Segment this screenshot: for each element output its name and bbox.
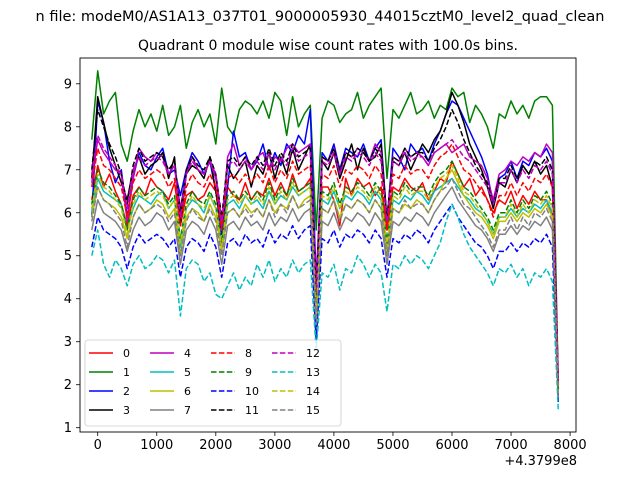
legend-label-4: 4 bbox=[184, 347, 191, 360]
series-line-11 bbox=[91, 108, 560, 381]
y-tick-label: 2 bbox=[64, 378, 72, 393]
legend-label-5: 5 bbox=[184, 366, 191, 379]
x-tick-label: 5000 bbox=[376, 438, 409, 453]
series-line-14 bbox=[91, 164, 560, 394]
legend-label-0: 0 bbox=[123, 347, 130, 360]
y-tick-label: 6 bbox=[64, 206, 72, 221]
x-tick-label: 6000 bbox=[435, 438, 468, 453]
legend-label-14: 14 bbox=[306, 385, 320, 398]
legend-label-11: 11 bbox=[245, 404, 259, 417]
y-tick-label: 3 bbox=[64, 335, 72, 350]
legend-label-3: 3 bbox=[123, 404, 130, 417]
series-line-12 bbox=[91, 134, 560, 381]
axes-frame bbox=[79, 57, 577, 433]
legend-label-7: 7 bbox=[184, 404, 191, 417]
series-line-8 bbox=[91, 143, 560, 385]
legend-label-9: 9 bbox=[245, 366, 252, 379]
legend-label-10: 10 bbox=[245, 385, 259, 398]
legend-label-12: 12 bbox=[306, 347, 320, 360]
x-tick-label: 0 bbox=[94, 438, 102, 453]
series-line-9 bbox=[91, 160, 560, 390]
legend-label-15: 15 bbox=[306, 404, 320, 417]
y-tick-label: 9 bbox=[64, 77, 72, 92]
legend-label-8: 8 bbox=[245, 347, 252, 360]
legend-frame bbox=[84, 339, 342, 427]
x-tick-label: 3000 bbox=[258, 438, 291, 453]
x-tick-label: 7000 bbox=[495, 438, 528, 453]
x-tick-label: 8000 bbox=[554, 438, 587, 453]
plot-area bbox=[91, 70, 560, 411]
series-line-0 bbox=[91, 160, 560, 390]
series-line-10 bbox=[91, 203, 560, 402]
y-tick-label: 1 bbox=[64, 421, 72, 436]
y-tick-label: 7 bbox=[64, 163, 72, 178]
x-tick-label: 4000 bbox=[317, 438, 350, 453]
series-line-1 bbox=[91, 70, 560, 385]
y-tick-label: 5 bbox=[64, 249, 72, 264]
x-offset-label: +4.3799e8 bbox=[504, 454, 577, 469]
x-tick-label: 2000 bbox=[199, 438, 232, 453]
x-axis: 0 1000 2000 3000 4000 5000 6000 7000 8000 bbox=[94, 432, 587, 453]
x-tick-label: 1000 bbox=[140, 438, 173, 453]
series-line-13 bbox=[91, 203, 560, 411]
legend-label-2: 2 bbox=[123, 385, 130, 398]
y-tick-label: 8 bbox=[64, 120, 72, 135]
y-axis: 1 2 3 4 5 6 7 8 9 bbox=[64, 77, 80, 436]
y-tick-label: 4 bbox=[64, 292, 72, 307]
legend-label-1: 1 bbox=[123, 366, 130, 379]
chart-title: Quadrant 0 module wise count rates with … bbox=[138, 38, 518, 54]
series-line-3 bbox=[91, 91, 560, 385]
legend-label-13: 13 bbox=[306, 366, 320, 379]
suptitle: n file: modeM0/AS1A13_037T01_9000005930_… bbox=[36, 9, 605, 25]
legend-label-6: 6 bbox=[184, 385, 191, 398]
series-line-7 bbox=[91, 186, 560, 398]
series-line-15 bbox=[91, 177, 560, 398]
